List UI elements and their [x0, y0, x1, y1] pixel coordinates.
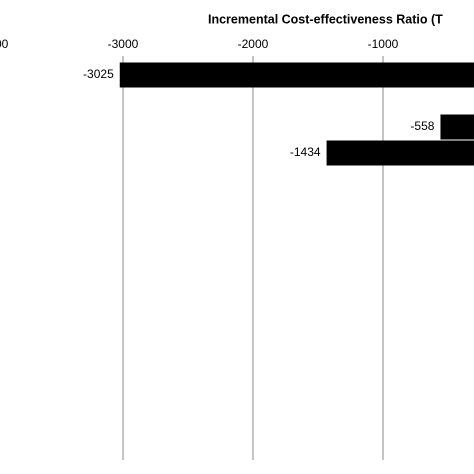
data-label: -1434 — [290, 145, 321, 159]
x-tick-label: -4000 — [0, 37, 9, 51]
bar — [119, 62, 474, 88]
x-tick-label: -1000 — [368, 37, 399, 51]
x-tick-label: -2000 — [238, 37, 269, 51]
chart-title: Incremental Cost-effectiveness Ratio (T — [208, 12, 443, 26]
bar — [440, 114, 474, 140]
data-label: -3025 — [83, 67, 114, 81]
x-tick-label: -3000 — [108, 37, 139, 51]
data-label: -558 — [410, 119, 434, 133]
bar — [326, 140, 474, 166]
